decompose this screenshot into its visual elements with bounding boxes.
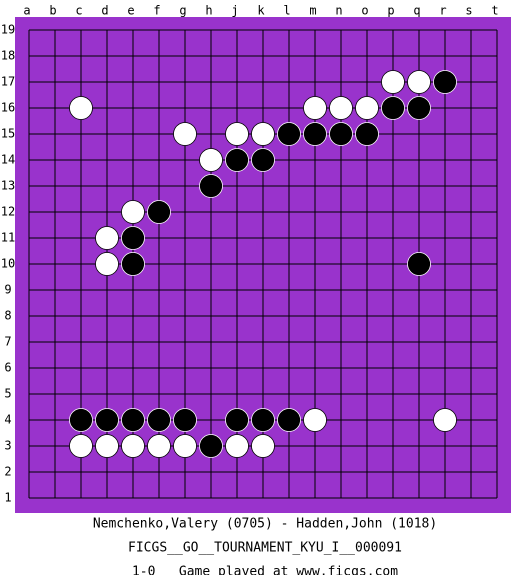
black-stone — [147, 200, 171, 224]
column-label: k — [257, 4, 265, 18]
white-stone — [225, 122, 249, 146]
white-stone — [251, 434, 275, 458]
row-label: 2 — [4, 465, 11, 479]
white-stone — [225, 434, 249, 458]
row-label: 5 — [4, 387, 11, 401]
column-label: a — [23, 4, 30, 18]
black-stone — [121, 408, 145, 432]
black-stone — [355, 122, 379, 146]
row-label: 17 — [1, 75, 15, 89]
black-stone — [225, 408, 249, 432]
row-label: 4 — [4, 413, 11, 427]
row-label: 6 — [4, 361, 11, 375]
white-stone — [433, 408, 457, 432]
row-label: 7 — [4, 335, 11, 349]
row-label: 19 — [1, 23, 15, 37]
column-label: p — [387, 4, 394, 18]
white-stone — [95, 252, 119, 276]
row-label: 3 — [4, 439, 11, 453]
black-stone — [277, 408, 301, 432]
players: Nemchenko,Valery (0705) - Hadden,John (1… — [93, 517, 437, 532]
row-label: 1 — [4, 491, 11, 505]
row-label: 15 — [1, 127, 15, 141]
black-stone — [199, 174, 223, 198]
white-stone — [407, 70, 431, 94]
column-label: l — [283, 4, 290, 18]
white-stone — [147, 434, 171, 458]
white-stone — [95, 226, 119, 250]
white-stone — [95, 434, 119, 458]
column-label: j — [231, 4, 238, 18]
black-stone — [225, 148, 249, 172]
column-label: t — [491, 4, 498, 18]
black-stone — [199, 434, 223, 458]
row-label: 12 — [1, 205, 15, 219]
white-stone — [303, 408, 327, 432]
white-stone — [173, 122, 197, 146]
black-stone — [147, 408, 171, 432]
black-stone — [173, 408, 197, 432]
row-label: 11 — [1, 231, 15, 245]
result: 1-0 Game played at www.ficgs.com — [132, 565, 398, 575]
white-stone — [199, 148, 223, 172]
row-label: 10 — [1, 257, 15, 271]
white-stone — [381, 70, 405, 94]
black-stone — [251, 148, 275, 172]
white-stone — [329, 96, 353, 120]
column-label: e — [127, 4, 134, 18]
column-label: s — [465, 4, 472, 18]
black-stone — [433, 70, 457, 94]
column-label: m — [309, 4, 316, 18]
black-stone — [121, 252, 145, 276]
black-stone — [303, 122, 327, 146]
column-label: g — [179, 4, 186, 18]
black-stone — [381, 96, 405, 120]
black-stone — [407, 252, 431, 276]
column-label: b — [49, 4, 56, 18]
column-label: q — [413, 4, 420, 18]
white-stone — [303, 96, 327, 120]
white-stone — [355, 96, 379, 120]
row-label: 8 — [4, 309, 11, 323]
row-label: 16 — [1, 101, 15, 115]
black-stone — [407, 96, 431, 120]
black-stone — [121, 226, 145, 250]
row-label: 9 — [4, 283, 11, 297]
black-stone — [277, 122, 301, 146]
row-label: 14 — [1, 153, 15, 167]
black-stone — [251, 408, 275, 432]
row-label: 18 — [1, 49, 15, 63]
column-label: f — [153, 4, 160, 18]
white-stone — [121, 200, 145, 224]
white-stone — [69, 96, 93, 120]
column-label: r — [439, 4, 446, 18]
column-label: c — [75, 4, 82, 18]
white-stone — [121, 434, 145, 458]
column-label: n — [335, 4, 342, 18]
white-stone — [173, 434, 197, 458]
white-stone — [69, 434, 93, 458]
tournament: FICGS__GO__TOURNAMENT_KYU_I__000091 — [128, 541, 402, 556]
white-stone — [251, 122, 275, 146]
column-label: o — [361, 4, 368, 18]
row-label: 13 — [1, 179, 15, 193]
black-stone — [329, 122, 353, 146]
black-stone — [69, 408, 93, 432]
black-stone — [95, 408, 119, 432]
column-label: d — [101, 4, 108, 18]
column-label: h — [205, 4, 212, 18]
